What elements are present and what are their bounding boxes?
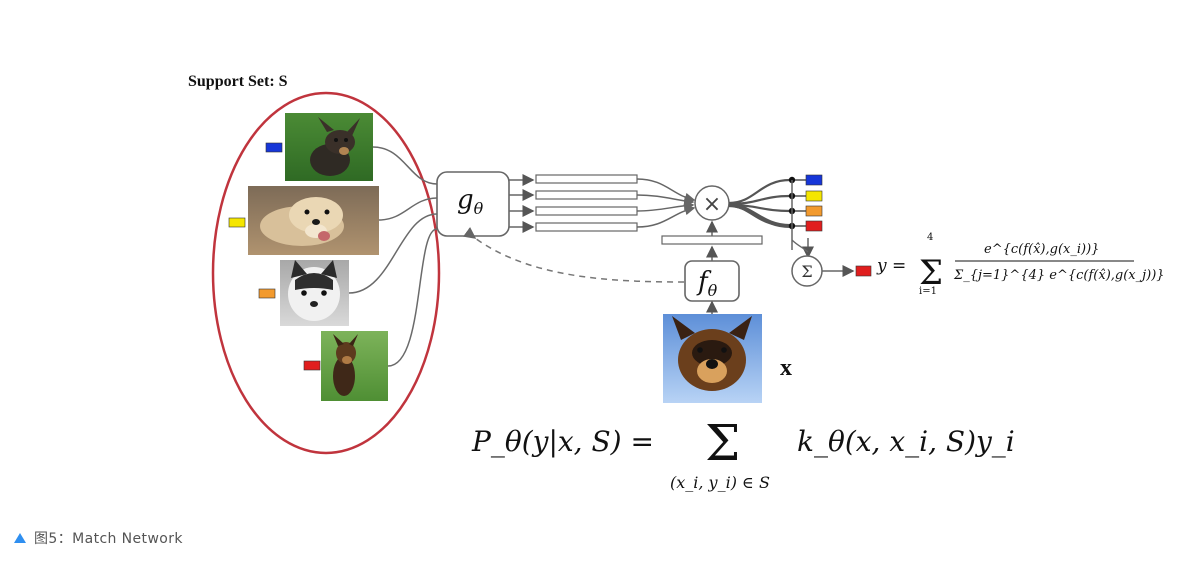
output-formula-sum-upper: 4 — [927, 232, 933, 243]
support-label-3 — [258, 288, 276, 299]
output-formula-numerator: e^{c(f(x̂),g(x_i))} — [984, 242, 1099, 257]
support-label-2 — [228, 217, 246, 228]
embedding-to-multiply-4 — [636, 204, 696, 228]
support-connector-3 — [348, 213, 438, 294]
merge-to-sum-curve — [791, 239, 809, 253]
support-set-ellipse — [211, 91, 441, 455]
query-embedding — [661, 235, 763, 245]
support-set-title: Support Set: S — [188, 73, 288, 90]
support-embedding-3 — [535, 206, 638, 216]
support-image-1 — [285, 113, 373, 181]
support-connector-1 — [372, 146, 438, 185]
support-image-4 — [321, 331, 388, 401]
figure-caption: 图5：Match Network — [14, 528, 183, 548]
support-connector-4 — [387, 228, 438, 367]
support-image-3 — [280, 260, 349, 326]
output-formula-sum-lower: i=1 — [919, 286, 937, 297]
predicted-label-square — [855, 265, 872, 277]
shared-parameter-dashed-arrow — [462, 226, 685, 283]
support-image-2 — [248, 186, 379, 255]
output-formula-lhs: y = — [876, 256, 906, 276]
sum-symbol: Σ — [801, 262, 812, 281]
multiply-to-output-lines — [728, 178, 791, 228]
support-embedding-4 — [535, 222, 638, 232]
output-color-1 — [805, 174, 823, 186]
embedding-to-multiply-3 — [636, 200, 695, 212]
support-embedding-1 — [535, 174, 638, 184]
support-label-1 — [265, 142, 283, 153]
caption-text: 图5：Match Network — [34, 531, 183, 547]
main-formula-lhs: P_θ(y|x, S) = — [471, 425, 654, 458]
multiply-to-output-thick — [728, 203, 791, 228]
support-embedding-2 — [535, 190, 638, 200]
caption-marker-icon — [14, 533, 26, 543]
output-color-2 — [805, 190, 823, 202]
output-color-3 — [805, 205, 823, 217]
output-formula-sum-sign: Σ — [919, 253, 943, 293]
main-formula-sum-under: (x_i, y_i) ∈ S — [670, 473, 770, 492]
multiply-symbol: × — [703, 192, 721, 217]
support-label-4 — [303, 360, 321, 371]
main-formula-sum-sign: Σ — [705, 414, 740, 472]
output-formula-denominator: Σ_{j=1}^{4} e^{c(f(x̂),g(x_j))} — [953, 268, 1165, 283]
main-formula-rhs: k_θ(x, x_i, S)y_i — [797, 425, 1015, 458]
query-image — [663, 314, 762, 403]
support-connector-2 — [378, 197, 438, 221]
g-theta-label: gθ — [457, 185, 484, 218]
output-color-4 — [805, 220, 823, 232]
query-label: x — [780, 355, 792, 381]
